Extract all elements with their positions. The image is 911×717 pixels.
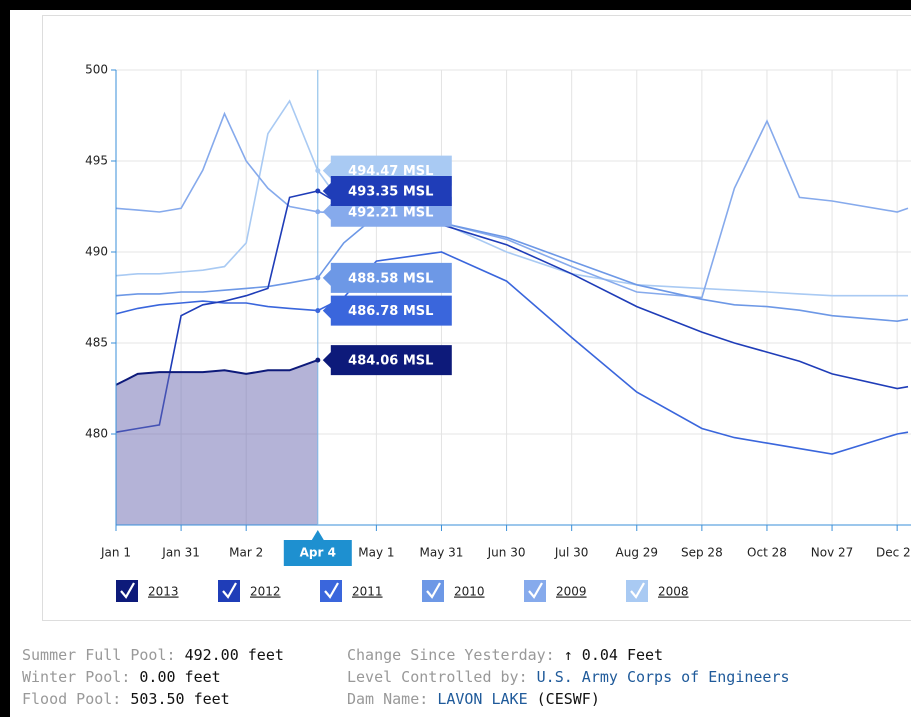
value-label: 494.47 MSL <box>348 164 433 179</box>
point <box>315 308 321 314</box>
checkmark <box>426 582 441 599</box>
checkmark <box>120 582 135 599</box>
info-left: Summer Full Pool: 492.00 feet Winter Poo… <box>22 644 284 710</box>
y-tick-label: 495 <box>85 154 108 168</box>
legend-checkbox[interactable] <box>524 580 546 602</box>
legend-label[interactable]: 2008 <box>658 585 689 599</box>
y-tick-label: 480 <box>85 427 108 441</box>
frame-top <box>0 0 911 10</box>
legend-label[interactable]: 2009 <box>556 585 587 599</box>
y-tick-label: 485 <box>85 336 108 350</box>
checkmark <box>222 582 237 599</box>
value: 492.00 feet <box>184 646 284 664</box>
label: Winter Pool: <box>22 668 131 686</box>
x-tick-label: Jul 30 <box>554 546 589 560</box>
x-tick-label: Oct 28 <box>747 546 787 560</box>
panel <box>42 15 911 621</box>
x-tick-label: May 31 <box>420 546 464 560</box>
legend-label[interactable]: 2013 <box>148 585 179 599</box>
label: Dam Name: <box>347 690 429 708</box>
link[interactable]: U.S. Army Corps of Engineers <box>536 668 790 686</box>
checkmark <box>630 582 645 599</box>
y-tick-label: 490 <box>85 245 108 259</box>
value-label: 486.78 MSL <box>348 304 433 319</box>
label-box <box>322 262 452 293</box>
checkmark <box>324 582 339 599</box>
link[interactable]: LAVON LAKE <box>437 690 528 708</box>
info-row: Winter Pool: 0.00 feet <box>22 666 284 688</box>
x-tick-label: Sep 28 <box>681 546 723 560</box>
label: Flood Pool: <box>22 690 122 708</box>
point <box>315 168 321 174</box>
line <box>115 359 319 386</box>
label-box <box>322 176 452 207</box>
point <box>315 357 321 363</box>
point <box>315 275 321 281</box>
label-box <box>322 345 452 376</box>
point <box>315 209 321 215</box>
value: ↑ 0.04 Feet <box>563 646 664 664</box>
legend-checkbox[interactable] <box>320 580 342 602</box>
label: Summer Full Pool: <box>22 646 176 664</box>
current-pointer <box>311 530 324 540</box>
label: Change Since Yesterday: <box>347 646 555 664</box>
legend-label[interactable]: 2012 <box>250 585 281 599</box>
info-row: Level Controlled by: U.S. Army Corps of … <box>347 666 790 688</box>
legend-checkbox[interactable] <box>422 580 444 602</box>
legend-checkbox[interactable] <box>626 580 648 602</box>
value-label: 484.06 MSL <box>348 354 433 369</box>
legend-label[interactable]: 2010 <box>454 585 485 599</box>
current-tag <box>283 540 352 566</box>
value: 0.00 feet <box>139 668 221 686</box>
point <box>315 188 321 194</box>
info-row: Summer Full Pool: 492.00 feet <box>22 644 284 666</box>
legend-checkbox[interactable] <box>218 580 240 602</box>
x-tick-label: Jan 31 <box>161 546 200 560</box>
label: Level Controlled by: <box>347 668 528 686</box>
line <box>115 251 909 455</box>
legend-checkbox[interactable] <box>116 580 138 602</box>
y-tick-label: 500 <box>85 63 108 77</box>
value-label: 492.21 MSL <box>348 205 433 220</box>
info-row: Flood Pool: 503.50 feet <box>22 688 284 710</box>
value-label: 493.35 MSL <box>348 185 433 200</box>
info-row: Dam Name: LAVON LAKE (CESWF) <box>347 688 790 710</box>
frame-left <box>0 0 10 717</box>
label-box <box>322 295 452 326</box>
value: 503.50 feet <box>130 690 230 708</box>
x-tick-label: Aug 29 <box>616 546 659 560</box>
x-tick-label: Jan 1 <box>100 546 131 560</box>
info-row: Change Since Yesterday: ↑ 0.04 Feet <box>347 644 790 666</box>
x-tick-label: May 1 <box>358 546 394 560</box>
legend-label[interactable]: 2011 <box>352 585 383 599</box>
x-tick-label: Nov 27 <box>811 546 854 560</box>
area <box>116 360 318 525</box>
checkmark <box>528 582 543 599</box>
current-label: Apr 4 <box>300 546 336 560</box>
info-right: Change Since Yesterday: ↑ 0.04 Feet Leve… <box>347 644 790 710</box>
x-tick-label: Jun 30 <box>487 546 526 560</box>
value: (CESWF) <box>536 690 600 708</box>
x-tick-label: Mar 2 <box>229 546 263 560</box>
value-label: 488.58 MSL <box>348 271 433 286</box>
x-tick-label: Dec 27 <box>876 546 911 560</box>
